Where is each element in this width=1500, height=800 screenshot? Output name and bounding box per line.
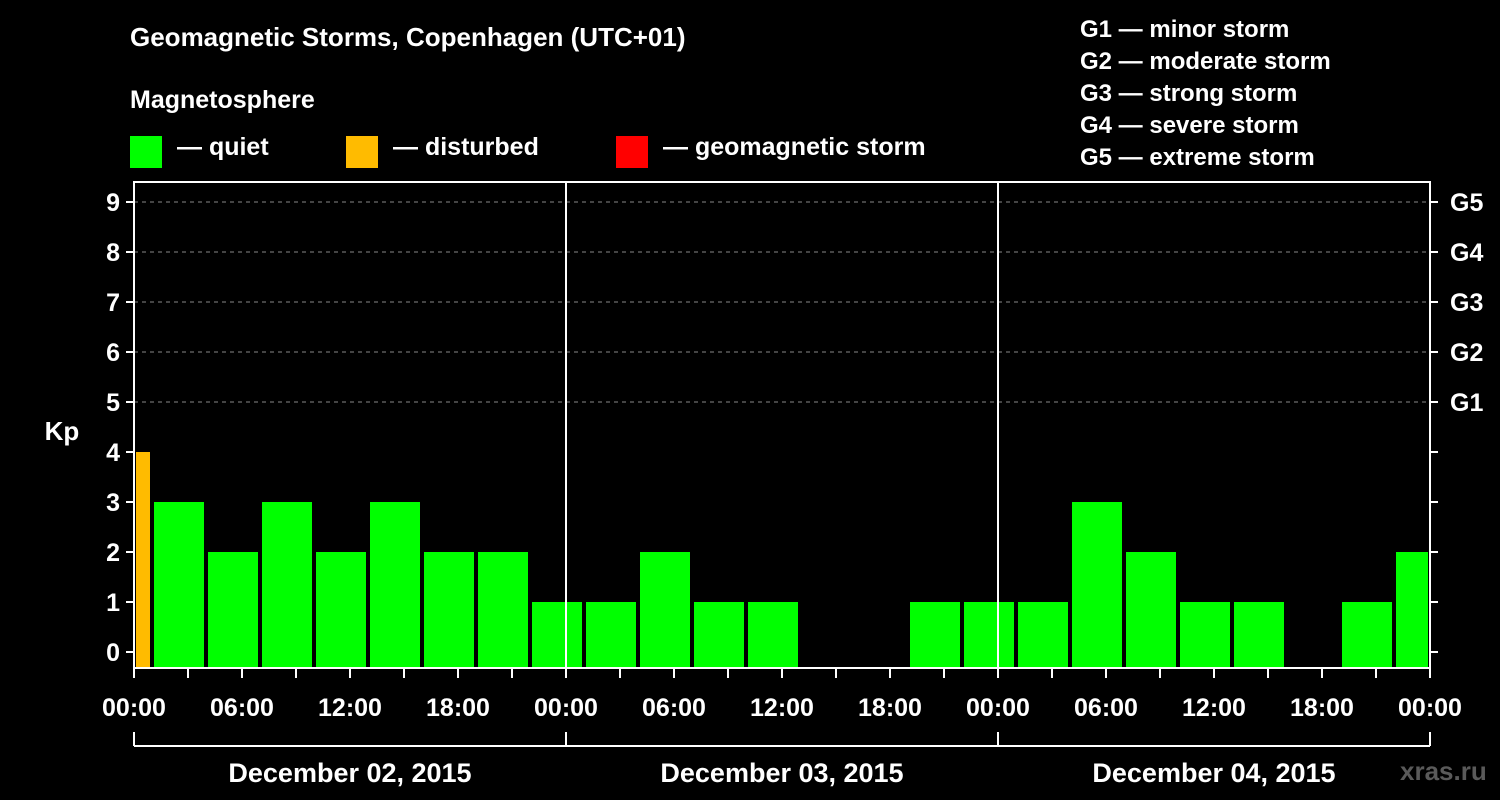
x-tick-label-36h: 12:00 [750,694,814,722]
y-tick-label-2: 2 [106,539,120,567]
y-tick-label-7: 7 [106,289,120,317]
x-tick-label-54h: 06:00 [1074,694,1138,722]
storm-scale-g3: G3 — strong storm [1080,80,1298,107]
kp-bar-20 [1180,602,1230,668]
right-tick-label-g4: G4 [1450,239,1483,267]
y-tick-label-0: 0 [106,639,120,667]
chart-title: Geomagnetic Storms, Copenhagen (UTC+01) [130,22,686,52]
legend-label-storm: — geomagnetic storm [663,133,926,161]
kp-bar-17 [1018,602,1068,668]
y-tick-label-4: 4 [106,439,120,467]
legend-label-disturbed: — disturbed [393,133,539,161]
x-tick-label-30h: 06:00 [642,694,706,722]
legend-swatch-disturbed [346,136,378,168]
x-tick-label-42h: 18:00 [858,694,922,722]
storm-scale-list: G1 — minor storm G2 — moderate storm G3 … [1080,14,1331,174]
day-label-2: December 03, 2015 [660,758,903,788]
kp-bar-1 [154,502,204,668]
kp-bar-5 [370,502,420,668]
kp-bar-10 [640,552,690,668]
kp-bar-23 [1342,602,1392,668]
y-tick-label-8: 8 [106,239,120,267]
right-tick-label-g3: G3 [1450,289,1483,317]
kp-bar-0 [136,452,150,668]
y-tick-label-9: 9 [106,189,120,217]
magnetosphere-heading: Magnetosphere [130,86,315,114]
axes-layer [126,181,1438,747]
legend-swatch-storm [616,136,648,168]
right-tick-label-g2: G2 [1450,339,1483,367]
kp-bar-4 [316,552,366,668]
storm-scale-g1: G1 — minor storm [1080,16,1290,43]
storm-scale-g5: G5 — extreme storm [1080,144,1315,171]
x-tick-label-66h: 18:00 [1290,694,1354,722]
kp-bar-19 [1126,552,1176,668]
kp-bar-12 [748,602,798,668]
kp-bar-7 [478,552,528,668]
x-tick-label-72h: 00:00 [1398,694,1462,722]
x-tick-label-6h: 06:00 [210,694,274,722]
storm-scale-g4: G4 — severe storm [1080,112,1299,139]
kp-bar-6 [424,552,474,668]
kp-bar-18 [1072,502,1122,668]
right-tick-label-g5: G5 [1450,189,1483,217]
kp-bar-24 [1396,552,1428,668]
x-tick-label-24h: 00:00 [534,694,598,722]
y-axis-label: Kp [45,416,80,446]
day-label-1: December 02, 2015 [228,758,471,788]
x-tick-label-48h: 00:00 [966,694,1030,722]
y-tick-label-3: 3 [106,489,120,517]
kp-bar-8 [532,602,582,668]
kp-bar-3 [262,502,312,668]
storm-scale-g2: G2 — moderate storm [1080,48,1331,75]
kp-bar-11 [694,602,744,668]
kp-bar-9 [586,602,636,668]
y-tick-label-1: 1 [106,589,120,617]
right-tick-label-g1: G1 [1450,389,1483,417]
y-tick-label-6: 6 [106,339,120,367]
bars-layer [136,452,1428,668]
x-tick-label-18h: 18:00 [426,694,490,722]
kp-bar-16 [964,602,1014,668]
legend-swatch-quiet [130,136,162,168]
x-tick-label-60h: 12:00 [1182,694,1246,722]
day-label-3: December 04, 2015 [1092,758,1335,788]
kp-bar-15 [910,602,960,668]
watermark: xras.ru [1400,756,1487,786]
x-tick-label-12h: 12:00 [318,694,382,722]
legend-label-quiet: — quiet [177,133,269,161]
kp-bar-2 [208,552,258,668]
y-tick-label-5: 5 [106,389,120,417]
kp-bar-21 [1234,602,1284,668]
labels-layer: 0 1 2 3 4 5 6 7 8 9 G1 G2 G3 G4 G5 Kp 00:00 06:00 12:00 18:… [45,189,1484,788]
grid-layer [134,201,1430,403]
x-tick-label-0h: 00:00 [102,694,166,722]
